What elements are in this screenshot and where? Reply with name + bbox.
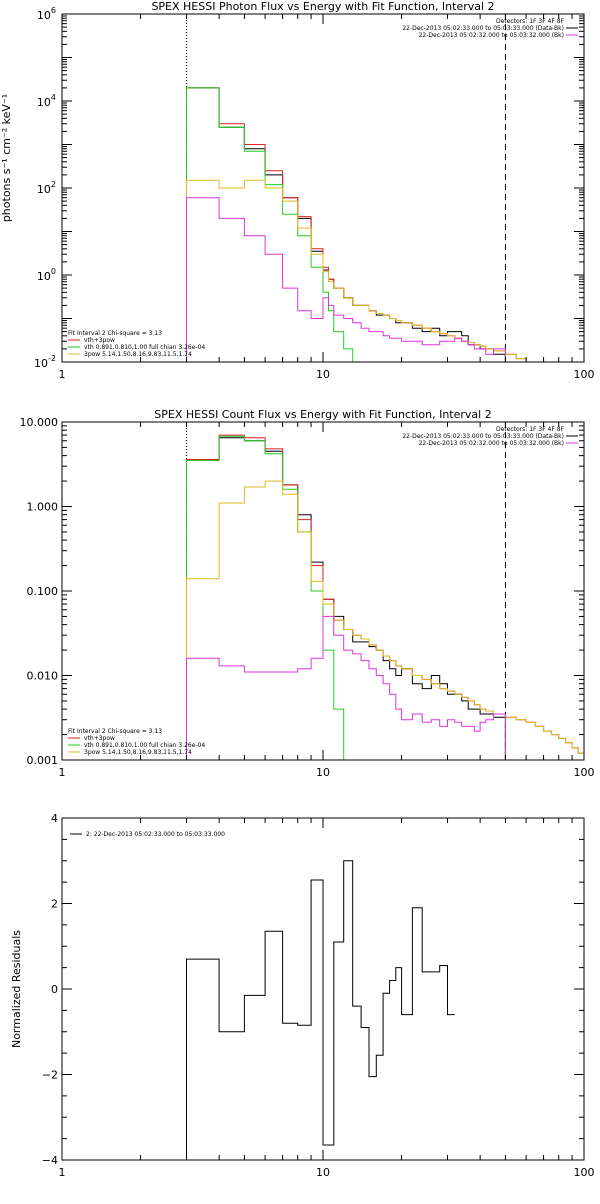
data-series (186, 860, 455, 1160)
y-tick-label: 4 (51, 812, 58, 825)
series-data-bk (186, 437, 506, 760)
y-tick-label: 0.010 (27, 670, 59, 683)
y-tick-label-exponent: 4 (51, 93, 56, 102)
y-tick-label-base: 10 (37, 183, 51, 196)
legend-bottom-left-entry: vth 0.891,0.810,1.00 full chian 3.26e-04 (84, 344, 205, 351)
series-3pow (186, 179, 559, 362)
y-tick-label-base: 10 (37, 96, 51, 109)
y-tick-label-exponent: -2 (48, 354, 56, 363)
legend-bottom-left-entry: vth+3pow (84, 337, 115, 344)
y-tick-label-base: 10 (37, 9, 51, 22)
legend-top-right-entry: Detectors: 1F 3F 4F 8F (496, 18, 565, 25)
series-bk (186, 615, 506, 760)
legend-bottom-left-entry: 3pow 5.14,1.50,8.16,9.83,11.5,1.74 (84, 749, 192, 756)
y-tick-label: 10-2 (34, 354, 56, 370)
x-tick-label: 100 (574, 766, 595, 779)
y-tick-label: 104 (37, 93, 56, 109)
legend-bottom-left-entry: vth+3pow (84, 735, 115, 742)
series-vth-3pow (186, 434, 584, 760)
x-tick-label: 10 (316, 368, 330, 381)
y-tick-label: 10.000 (20, 416, 59, 429)
x-tick-label: 1 (59, 766, 66, 779)
series-data-bk (186, 87, 506, 362)
data-series (186, 434, 584, 760)
y-tick-label: 2 (51, 898, 58, 911)
series-vth (186, 87, 362, 362)
series-bk (186, 197, 506, 362)
y-axis-label: photons s⁻¹ cm⁻² keV⁻¹ (0, 94, 13, 222)
x-tick-label: 100 (574, 1166, 595, 1179)
legend-top-right-entry: 22-Dec-2013 05:02:33.000 to 05:03:33.000… (402, 25, 564, 32)
x-tick-label: 10 (316, 1166, 330, 1179)
legend-top-left-entry: 2: 22-Dec-2013 05:02:33.000 to 05:03:33.… (86, 831, 225, 838)
y-tick-label: 106 (37, 6, 56, 22)
y-tick-label: 0.001 (27, 754, 59, 767)
chart-title: SPEX HESSI Count Flux vs Energy with Fit… (154, 408, 491, 421)
chart-title: SPEX HESSI Photon Flux vs Energy with Fi… (151, 0, 494, 13)
y-tick-label: 0 (51, 983, 58, 996)
legend-top-right-entry: 22-Dec-2013 05:02:33.000 to 05:03:33.000… (402, 433, 564, 440)
legend-bottom-left-entry: Fit Interval 2 Chi-square = 3.13 (68, 728, 162, 735)
y-tick-label: 102 (37, 180, 56, 196)
chart-2: SPEX HESSI Count Flux vs Energy with Fit… (20, 408, 595, 779)
series-vth-3pow (186, 87, 559, 362)
y-tick-label-base: 10 (34, 357, 48, 370)
y-tick-label-base: 10 (37, 270, 51, 283)
y-tick-label: 100 (37, 267, 56, 283)
x-tick-label: 1 (59, 368, 66, 381)
x-tick-label: 10 (316, 766, 330, 779)
y-tick-label: −2 (42, 1069, 58, 1082)
y-tick-label-exponent: 0 (51, 267, 56, 276)
legend-top-right-entry: 22-Dec-2013 05:02:32.000 to 05:03:32.000… (419, 440, 564, 447)
series-residuals (186, 860, 455, 1160)
data-series (186, 87, 559, 362)
legend-top-right-entry: 22-Dec-2013 05:02:32.000 to 05:03:32.000… (419, 32, 564, 39)
legend-top-right-entry: Detectors: 1F 3F 4F 8F (496, 426, 565, 433)
y-tick-label: 1.000 (27, 501, 59, 514)
legend-bottom-left-entry: vth 0.891,0.810,1.00 full chian 3.26e-04 (84, 742, 205, 749)
y-tick-label: 0.100 (27, 585, 59, 598)
chart-3: 1 10 100 −4 −2 0 2 4 Normalized Residuals 2: 22-D… (10, 812, 595, 1179)
chart-1: SPEX HESSI Photon Flux vs Energy with Fi… (0, 0, 595, 381)
y-axis-label: Normalized Residuals (10, 930, 23, 1048)
y-tick-label-exponent: 2 (51, 180, 56, 189)
x-tick-label: 100 (574, 368, 595, 381)
legend-bottom-left-entry: 3pow 5.14,1.50,8.16,9.83,11.5,1.74 (84, 351, 192, 358)
series-3pow (186, 480, 584, 760)
legend-bottom-left-entry: Fit Interval 2 Chi-square = 3.13 (68, 330, 162, 337)
y-tick-label-exponent: 6 (51, 6, 56, 15)
y-tick-label: −4 (42, 1154, 58, 1167)
x-tick-label: 1 (59, 1166, 66, 1179)
series-vth (186, 435, 353, 760)
